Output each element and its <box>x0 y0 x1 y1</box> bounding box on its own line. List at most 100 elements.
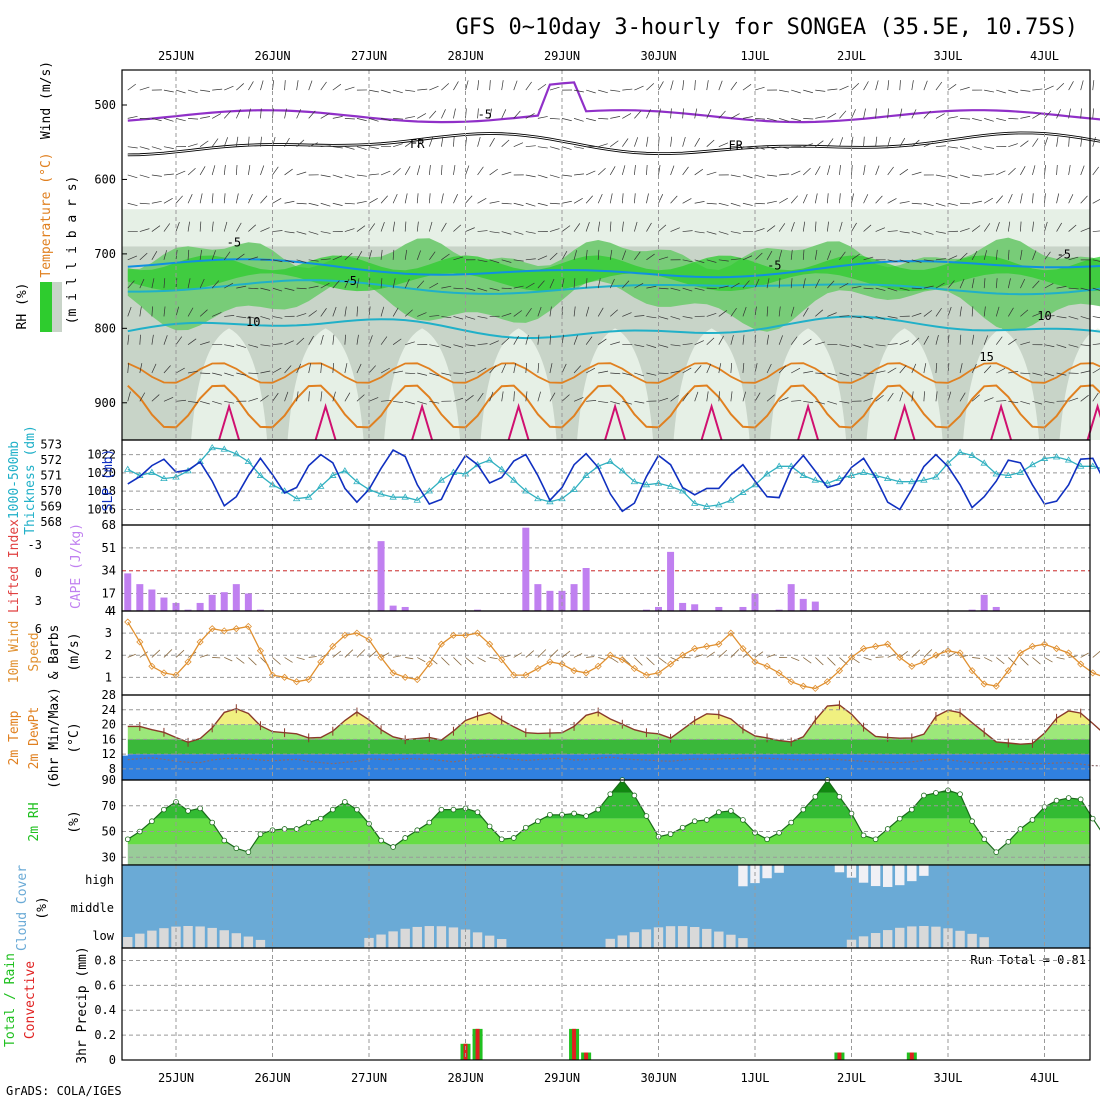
wind-barb <box>296 313 307 317</box>
wind-barb <box>429 251 436 261</box>
rh-point <box>305 819 312 826</box>
contour-label: FR <box>728 139 743 153</box>
wind-barb <box>1056 222 1063 232</box>
wind-barb <box>151 251 158 261</box>
wind-barb <box>368 198 378 204</box>
wind-speed-point <box>739 645 747 653</box>
wind-barb <box>489 231 500 234</box>
wind-barb <box>235 136 239 147</box>
wind-barb <box>428 221 433 232</box>
wind-barb <box>296 363 302 374</box>
wind-barb <box>827 400 838 405</box>
wind-speed-point <box>908 662 916 670</box>
wind-barb <box>911 231 922 235</box>
rh-tick: 50 <box>102 825 116 839</box>
wind-barb <box>827 221 829 232</box>
date-label-top: 30JUN <box>640 49 676 63</box>
wind-barb <box>561 394 570 402</box>
wind-speed-point <box>1077 660 1085 668</box>
wind-speed-point <box>642 671 651 679</box>
wind-barb <box>477 198 487 204</box>
wind-barb <box>224 372 234 377</box>
cloud-high-gap <box>846 865 857 878</box>
wind-barb <box>911 109 917 119</box>
thickness-point <box>932 473 940 480</box>
wind-barb <box>224 400 235 404</box>
wind-barb <box>718 80 723 91</box>
wind-barb <box>573 223 581 232</box>
surface-wind-barb <box>1032 657 1041 665</box>
wind-barb <box>1080 370 1091 374</box>
wind-barb <box>815 140 824 147</box>
wind-barb <box>742 334 745 345</box>
rh-point <box>921 792 927 799</box>
contour-label: -5 <box>342 274 356 288</box>
cloud-low-gap <box>931 926 941 948</box>
wind-barb <box>380 118 391 122</box>
wind-barb <box>621 193 624 204</box>
wind-barb <box>983 278 986 289</box>
wind-barb <box>296 287 307 290</box>
wind-barb <box>356 118 367 122</box>
wind-barb <box>597 221 601 232</box>
panel-frame <box>121 610 1091 696</box>
wind-barb <box>718 259 729 262</box>
wind-barb <box>911 139 920 147</box>
wind-barb <box>670 165 675 176</box>
wind-barb <box>465 227 475 232</box>
rh-point <box>1017 826 1024 832</box>
wind-barb <box>429 372 439 377</box>
wind-barb <box>344 86 355 91</box>
thickness-point <box>220 445 228 452</box>
thickness-point <box>980 459 988 466</box>
wind-barb <box>802 193 808 204</box>
wind-barb <box>284 231 295 234</box>
cape-bar <box>642 609 650 611</box>
date-label-bottom: 4JUL <box>1030 1071 1059 1085</box>
wind-barb <box>212 113 222 119</box>
temp-tick: 24 <box>102 703 116 717</box>
rh-point <box>679 824 686 831</box>
wind-barb <box>646 316 657 319</box>
cloud-low-gap <box>979 937 989 948</box>
date-label-top: 4JUL <box>1030 49 1059 63</box>
wind-barb <box>284 108 287 119</box>
wind-barb <box>622 400 632 405</box>
wind-barb <box>368 223 376 232</box>
wind-barb <box>1056 253 1065 261</box>
wind-barb <box>392 221 395 232</box>
wind-barb <box>561 118 572 122</box>
wind-barb <box>887 198 897 204</box>
wind-barb <box>151 278 155 289</box>
wind-barb <box>380 367 390 374</box>
wind-barb <box>778 197 788 204</box>
wind-barb <box>139 86 150 91</box>
surface-wind-barb <box>151 649 161 658</box>
wind-barb <box>911 259 922 263</box>
rh-point <box>583 813 589 819</box>
wind-barb <box>911 312 922 317</box>
wind-barb <box>429 85 439 91</box>
rh-point <box>498 836 505 843</box>
wind-barb <box>236 316 247 319</box>
wind-barb <box>1032 165 1036 176</box>
wind-barb <box>971 394 980 402</box>
thickness-point <box>413 496 421 503</box>
wind-barb <box>308 310 317 317</box>
wind-barb <box>766 250 773 261</box>
wind-barb <box>573 118 584 122</box>
wind-barb <box>1092 230 1100 232</box>
wind-barb <box>718 391 720 402</box>
wind-barb <box>248 81 254 91</box>
wind-barb <box>634 164 636 176</box>
wind-barb <box>356 225 366 232</box>
wind-barb <box>489 108 493 119</box>
rh-point <box>1029 817 1036 823</box>
wind-barb <box>622 113 632 119</box>
wind-barb <box>875 108 877 119</box>
wind-barb <box>597 193 603 204</box>
wind-barb <box>417 113 427 119</box>
temp-tick: 12 <box>102 747 116 761</box>
wind-speed-point <box>413 675 421 684</box>
surface-wind-barb <box>803 657 812 664</box>
